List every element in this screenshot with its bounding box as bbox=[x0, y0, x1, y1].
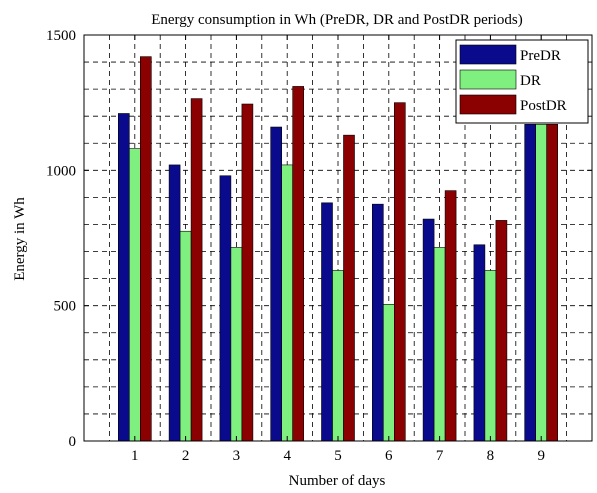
legend-swatch-dr bbox=[459, 69, 517, 90]
x-tick-label: 8 bbox=[487, 448, 495, 464]
bar-predr-day-3 bbox=[219, 175, 232, 442]
bar-predr-day-6 bbox=[371, 203, 384, 442]
legend-swatch-postdr bbox=[459, 94, 517, 115]
bar-postdr-day-8 bbox=[495, 220, 508, 442]
y-tick-label: 1000 bbox=[46, 163, 76, 179]
bar-predr-day-4 bbox=[270, 126, 283, 442]
legend-label-postdr: PostDR bbox=[520, 98, 567, 114]
bar-dr-day-9 bbox=[535, 124, 548, 442]
bar-dr-day-1 bbox=[129, 148, 141, 442]
y-axis-title: Energy in Wh bbox=[12, 197, 28, 281]
bar-predr-day-1 bbox=[118, 113, 130, 442]
bar-dr-day-2 bbox=[179, 230, 192, 442]
bar-predr-day-8 bbox=[473, 244, 486, 442]
axis-ticks: 1 2 3 4 5 6 7 8 9 0 500 1000 1500 bbox=[46, 28, 592, 464]
legend-swatch-predr bbox=[459, 44, 517, 65]
bar-dr-day-4 bbox=[281, 164, 294, 442]
bar-postdr-day-9 bbox=[546, 124, 559, 442]
y-tick-label: 0 bbox=[69, 434, 77, 450]
bar-predr-day-7 bbox=[422, 218, 435, 442]
x-tick-label: 1 bbox=[131, 448, 139, 464]
bar-predr-day-9 bbox=[524, 124, 537, 442]
x-tick-label: 4 bbox=[283, 448, 291, 464]
x-tick-label: 5 bbox=[334, 448, 342, 464]
bar-postdr-day-5 bbox=[343, 134, 355, 442]
legend-label-predr: PreDR bbox=[520, 48, 561, 64]
x-tick-label: 3 bbox=[233, 448, 241, 464]
legend: PreDR DR PostDR bbox=[455, 39, 589, 124]
bars bbox=[118, 56, 559, 442]
bar-dr-day-6 bbox=[382, 304, 395, 442]
bar-dr-day-5 bbox=[332, 270, 344, 442]
bar-dr-day-3 bbox=[230, 247, 243, 442]
bar-postdr-day-3 bbox=[241, 103, 254, 442]
bar-dr-day-8 bbox=[484, 270, 497, 442]
x-axis-title: Number of days bbox=[289, 473, 386, 489]
y-tick-label: 1500 bbox=[46, 28, 76, 44]
chart-title: Energy consumption in Wh (PreDR, DR and … bbox=[151, 12, 523, 28]
bar-postdr-day-6 bbox=[393, 102, 406, 442]
legend-label-dr: DR bbox=[520, 73, 541, 89]
x-tick-label: 9 bbox=[537, 448, 545, 464]
x-tick-label: 2 bbox=[182, 448, 190, 464]
bar-dr-day-7 bbox=[433, 247, 446, 442]
bar-predr-day-5 bbox=[321, 202, 333, 442]
bar-postdr-day-2 bbox=[190, 98, 203, 442]
x-tick-label: 6 bbox=[385, 448, 393, 464]
bar-postdr-day-7 bbox=[444, 190, 457, 442]
bar-postdr-day-1 bbox=[140, 56, 152, 442]
x-tick-label: 7 bbox=[436, 448, 444, 464]
bar-postdr-day-4 bbox=[292, 86, 305, 442]
bar-predr-day-2 bbox=[168, 164, 181, 442]
y-tick-label: 500 bbox=[54, 299, 77, 315]
